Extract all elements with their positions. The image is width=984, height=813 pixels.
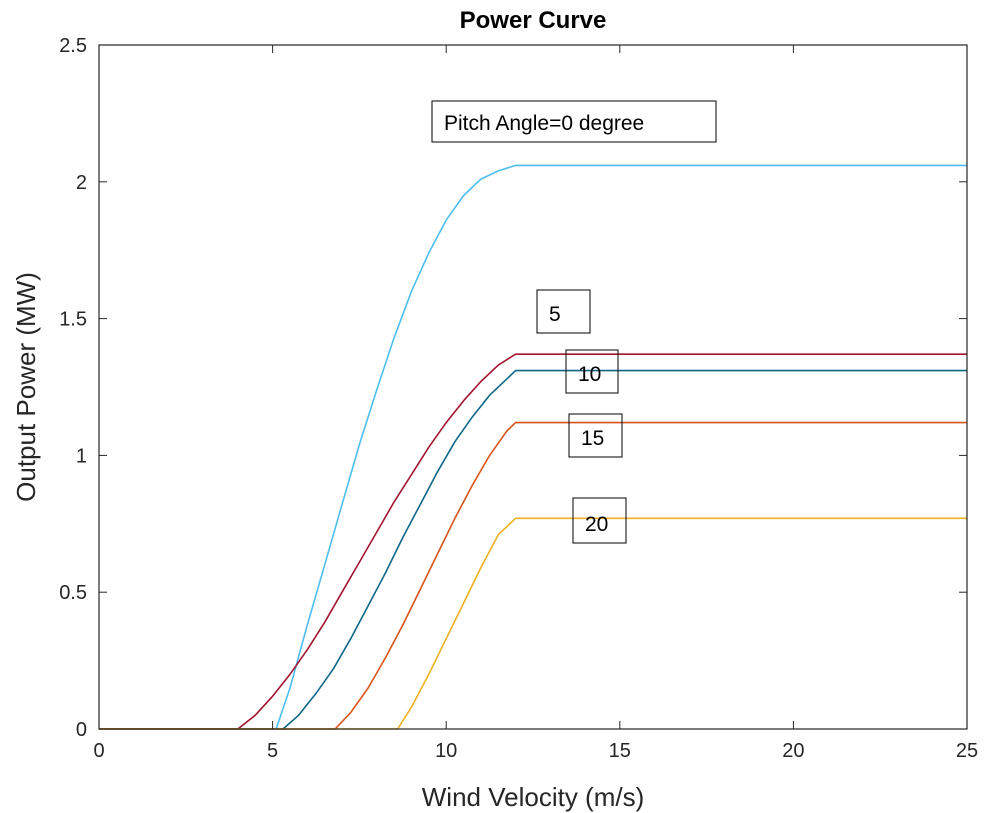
annotation-text: 5 (549, 303, 561, 326)
annotation-layer: Pitch Angle=0 degree 5 10 15 20 (432, 101, 716, 543)
series-layer (99, 165, 967, 729)
series-line-4 (99, 518, 967, 729)
annotation-text: 20 (585, 513, 608, 536)
y-axis-ticks: 0 0.5 1 1.5 2 2.5 (59, 35, 967, 741)
y-tick-label: 0 (76, 719, 87, 741)
x-axis-ticks: 0 5 10 15 20 25 (93, 45, 978, 762)
series-line-0 (99, 165, 967, 729)
annotation-box (537, 290, 590, 333)
y-axis-label: Output Power (MW) (11, 272, 41, 502)
x-tick-label: 10 (435, 740, 457, 762)
series-line-2 (99, 371, 967, 729)
x-tick-label: 25 (956, 740, 978, 762)
plot-area-frame (99, 45, 967, 729)
series-line-3 (99, 423, 967, 729)
chart-title: Power Curve (460, 7, 607, 34)
x-tick-label: 20 (782, 740, 804, 762)
y-tick-label: 2 (76, 172, 87, 194)
annotation-text: 10 (578, 363, 601, 386)
annotation-text: Pitch Angle=0 degree (444, 112, 644, 135)
y-tick-label: 1.5 (59, 309, 87, 331)
series-line-1 (99, 354, 967, 729)
x-axis-label: Wind Velocity (m/s) (422, 782, 645, 812)
annotation-text: 15 (581, 427, 604, 450)
x-tick-label: 15 (609, 740, 631, 762)
y-tick-label: 1 (76, 445, 87, 467)
y-tick-label: 0.5 (59, 582, 87, 604)
x-tick-label: 5 (267, 740, 278, 762)
y-tick-label: 2.5 (59, 35, 87, 57)
x-tick-label: 0 (93, 740, 104, 762)
